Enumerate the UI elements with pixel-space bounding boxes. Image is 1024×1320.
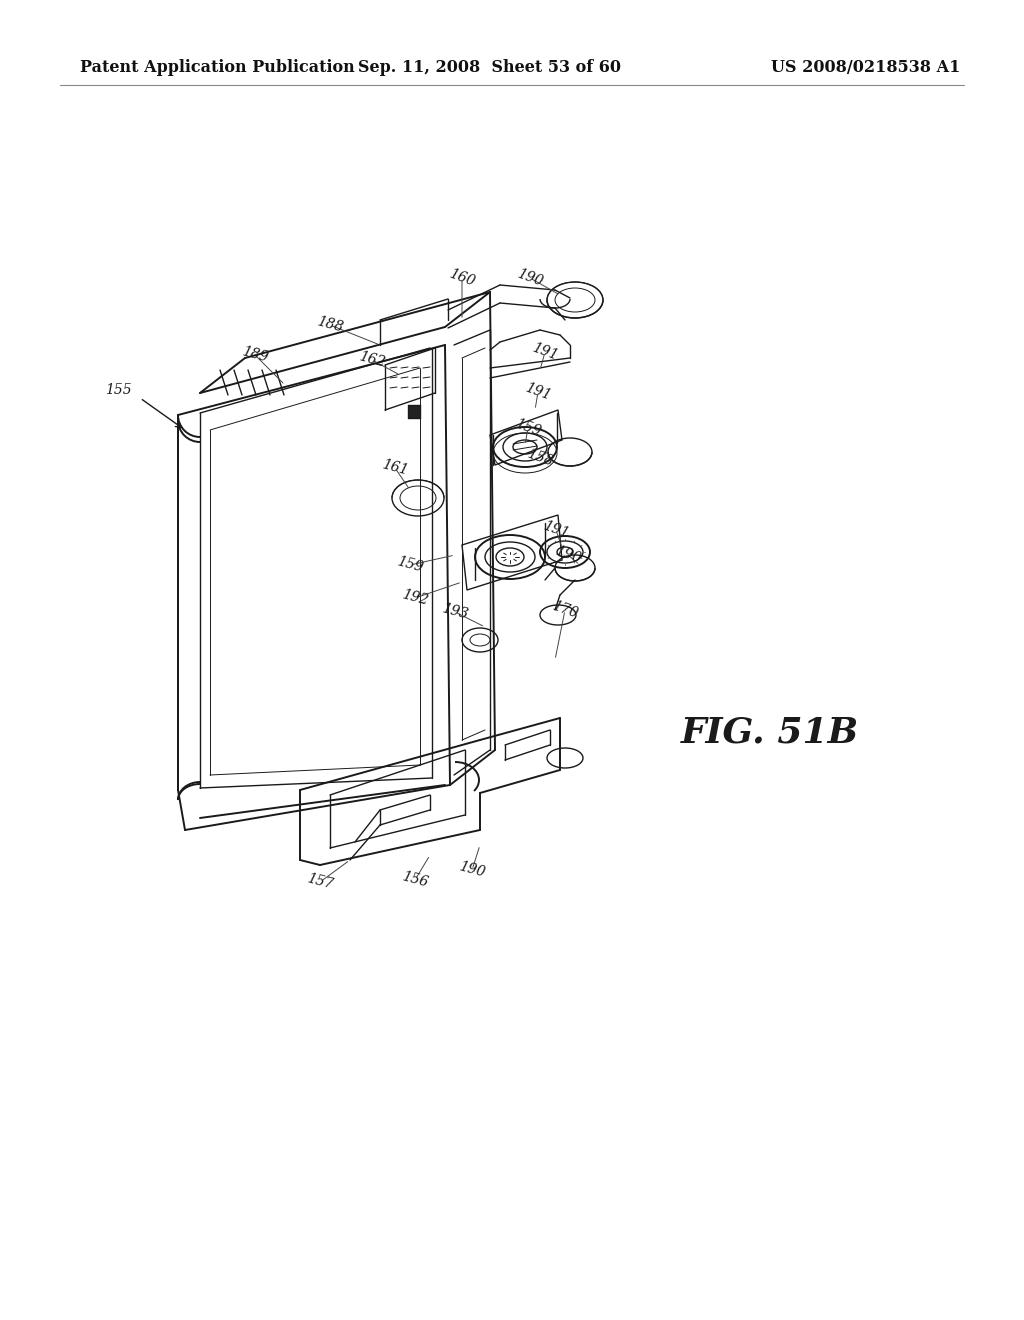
Text: FIG. 51B: FIG. 51B (681, 715, 859, 750)
Text: 191: 191 (530, 341, 560, 363)
Text: 190: 190 (515, 267, 545, 289)
Text: 190: 190 (553, 544, 583, 566)
Text: 155: 155 (104, 383, 131, 397)
Text: 158: 158 (525, 447, 555, 469)
Text: 189: 189 (241, 345, 269, 366)
Text: 159: 159 (513, 417, 543, 440)
Text: 157: 157 (305, 871, 335, 892)
Text: US 2008/0218538 A1: US 2008/0218538 A1 (771, 59, 961, 77)
Text: 191: 191 (541, 519, 571, 541)
Text: 156: 156 (400, 870, 430, 890)
Text: 192: 192 (400, 587, 430, 609)
Polygon shape (408, 405, 420, 418)
Text: 170: 170 (550, 599, 580, 622)
Text: 193: 193 (440, 602, 470, 622)
Text: Sep. 11, 2008  Sheet 53 of 60: Sep. 11, 2008 Sheet 53 of 60 (358, 59, 622, 77)
Text: 159: 159 (395, 554, 425, 576)
Text: 188: 188 (315, 314, 345, 335)
Text: 162: 162 (357, 350, 387, 370)
Text: 160: 160 (447, 267, 477, 289)
Text: Patent Application Publication: Patent Application Publication (80, 59, 354, 77)
Text: 161: 161 (380, 458, 410, 478)
Text: 190: 190 (458, 859, 486, 880)
Text: 191: 191 (523, 381, 553, 403)
